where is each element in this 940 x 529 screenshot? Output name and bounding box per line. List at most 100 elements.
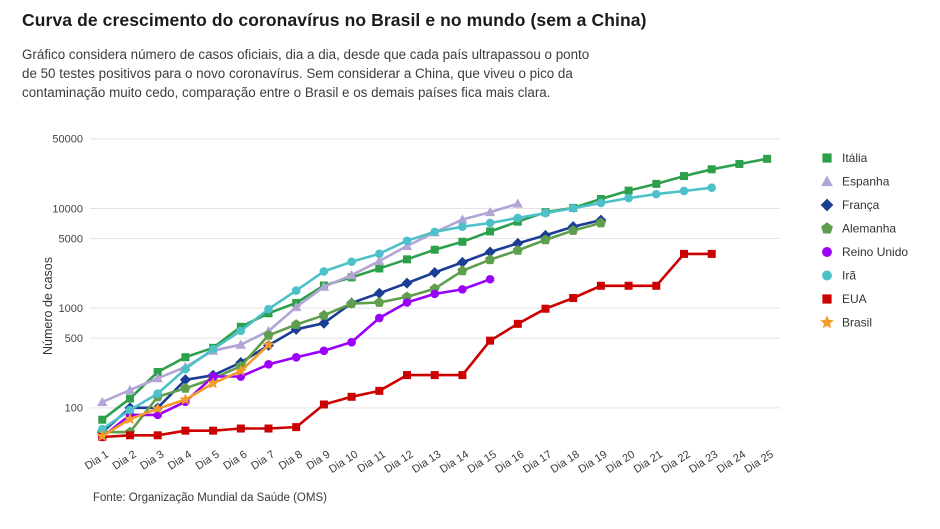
x-tick-label: Dia 17 (521, 448, 554, 475)
series-point-espanha (124, 384, 136, 394)
series-point-italia (707, 165, 716, 174)
series-point-italia (652, 179, 661, 188)
x-tick-label: Dia 7 (249, 448, 277, 472)
series-point-franca (484, 246, 496, 258)
series-point-espanha (457, 214, 468, 224)
series-point-espanha (152, 373, 163, 383)
series-point-eua (680, 249, 688, 258)
legend-marker-espanha (821, 175, 833, 187)
series-point-eua (430, 371, 439, 380)
x-tick-label: Dia 8 (277, 448, 305, 472)
chart-subtitle-line-3: contaminação muito cedo, comparação entr… (22, 85, 551, 100)
series-point-eua (181, 426, 190, 435)
series-point-ira (319, 267, 329, 276)
series-point-alemanha (457, 265, 468, 276)
series-point-alemanha (568, 225, 579, 235)
series-point-eua (596, 281, 605, 290)
series-point-brasil (124, 412, 136, 425)
series-point-alemanha (346, 298, 357, 308)
series-point-alemanha (291, 319, 302, 329)
series-point-reino-unido (347, 337, 356, 347)
legend-label-ira: Irã (842, 269, 856, 283)
series-point-ira (707, 183, 716, 193)
x-tick-label: Dia 18 (549, 448, 582, 475)
legend-label-reino-unido: Reino Unido (842, 245, 908, 259)
series-point-ira (513, 213, 523, 223)
series-point-franca (429, 266, 441, 278)
series-point-brasil (262, 338, 275, 350)
series-point-alemanha (512, 245, 523, 255)
series-point-eua (624, 281, 633, 290)
series-point-reino-unido (319, 346, 329, 356)
x-tick-label: Dia 21 (632, 448, 665, 475)
series-point-alemanha (485, 254, 496, 265)
source-caption: Fonte: Organização Mundial da Saúde (OMS… (93, 492, 327, 504)
series-point-alemanha (595, 217, 606, 228)
series-point-espanha (318, 281, 330, 291)
x-tick-label: Dia 11 (355, 448, 388, 475)
series-point-italia (680, 172, 688, 181)
series-point-eua (209, 426, 218, 435)
chart-subtitle: Gráfico considera número de casos oficia… (22, 45, 589, 102)
series-point-ira (402, 236, 412, 246)
x-tick-label: Dia 15 (466, 448, 499, 475)
x-tick-label: Dia 12 (382, 448, 415, 475)
series-point-brasil (179, 393, 192, 405)
legend-marker-italia (822, 153, 832, 163)
series-point-franca (318, 317, 330, 329)
series-line-espanha (101, 202, 520, 404)
series-point-alemanha (401, 291, 413, 302)
x-tick-label: Dia 1 (83, 448, 111, 472)
legend-label-alemanha: Alemanha (842, 222, 896, 236)
x-tick-label: Dia 13 (410, 448, 443, 475)
series-point-espanha (484, 206, 496, 217)
legend-label-italia: Itália (842, 151, 868, 165)
legend-marker-eua (822, 294, 832, 304)
series-point-reino-unido (291, 353, 301, 362)
series-point-espanha (512, 198, 523, 208)
legend-label-franca: França (842, 198, 880, 212)
series-point-espanha (374, 255, 385, 266)
series-point-ira (430, 227, 440, 237)
series-point-ira (596, 198, 606, 208)
series-point-alemanha (318, 309, 329, 320)
y-tick-label: 100 (65, 403, 83, 415)
series-point-reino-unido (430, 289, 440, 299)
series-point-reino-unido (375, 313, 384, 323)
series-point-eua (403, 371, 411, 380)
series-point-espanha (401, 240, 413, 250)
series-point-reino-unido (402, 298, 412, 307)
series-point-italia (763, 154, 772, 163)
series-point-italia (735, 159, 744, 168)
series-point-franca (456, 256, 468, 268)
x-tick-label: Dia 25 (743, 448, 776, 475)
series-point-eua (652, 281, 661, 290)
series-point-italia (98, 415, 107, 424)
y-tick-label: 1000 (59, 303, 83, 315)
series-point-italia (486, 227, 495, 236)
series-point-brasil (207, 377, 219, 389)
y-tick-label: 500 (65, 333, 83, 345)
series-point-italia (624, 186, 633, 195)
series-point-reino-unido (208, 372, 218, 381)
series-point-ira (375, 249, 384, 259)
x-tick-label: Dia 23 (687, 448, 720, 475)
series-point-eua (707, 249, 716, 258)
legend-marker-alemanha (821, 222, 833, 234)
x-tick-label: Dia 20 (604, 448, 637, 475)
series-point-italia (153, 367, 162, 376)
x-tick-label: Dia 14 (438, 448, 471, 475)
series-point-espanha (97, 396, 108, 407)
series-point-ira (236, 326, 246, 336)
series-point-italia (181, 353, 190, 362)
legend-marker-brasil (820, 315, 834, 329)
page-title: Curva de crescimento do coronavírus no B… (22, 10, 647, 30)
series-point-franca (179, 374, 191, 386)
series-point-franca (401, 277, 413, 289)
series-point-alemanha (374, 297, 385, 307)
series-point-ira (291, 286, 301, 295)
series-point-ira (153, 389, 162, 398)
series-point-eua (153, 431, 162, 440)
series-point-eua (486, 336, 495, 345)
